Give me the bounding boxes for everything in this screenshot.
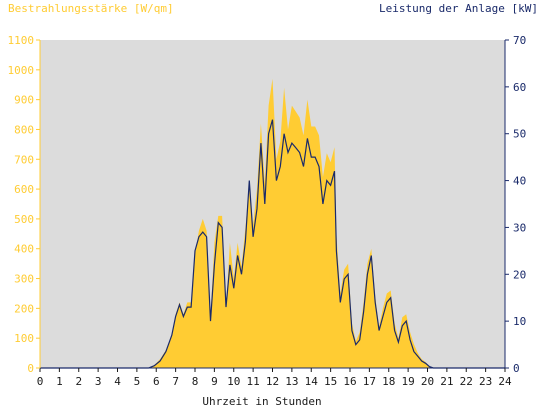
title-right: Leistung der Anlage [kW] [379, 2, 538, 15]
x-tick-label: 15 [324, 375, 337, 388]
y-right-tick-label: 20 [513, 268, 526, 281]
y-right-tick-label: 70 [513, 34, 526, 47]
y-left-tick-label: 800 [14, 123, 34, 136]
y-left-tick-label: 600 [14, 183, 34, 196]
x-tick-label: 4 [114, 375, 121, 388]
y-left-tick-label: 0 [27, 362, 34, 375]
y-left-tick-label: 1100 [8, 34, 35, 47]
x-tick-label: 13 [285, 375, 298, 388]
x-tick-label: 5 [134, 375, 141, 388]
y-left-tick-label: 500 [14, 213, 34, 226]
y-right-tick-label: 40 [513, 175, 526, 188]
irradiance-area [40, 78, 505, 369]
y-left-tick-label: 900 [14, 94, 34, 107]
x-tick-label: 21 [440, 375, 453, 388]
y-left-tick-label: 200 [14, 302, 34, 315]
y-left-tick-label: 300 [14, 273, 34, 286]
x-tick-label: 23 [479, 375, 492, 388]
x-tick-label: 6 [153, 375, 160, 388]
x-tick-label: 24 [498, 375, 512, 388]
y-right-tick-label: 0 [513, 362, 520, 375]
x-tick-label: 10 [227, 375, 240, 388]
x-tick-label: 22 [460, 375, 473, 388]
x-tick-label: 19 [402, 375, 415, 388]
x-tick-label: 18 [382, 375, 395, 388]
power-line [40, 119, 505, 369]
x-tick-label: 12 [266, 375, 279, 388]
x-tick-label: 0 [37, 375, 44, 388]
y-left-tick-label: 100 [14, 332, 34, 345]
x-tick-label: 3 [95, 375, 102, 388]
x-tick-label: 2 [75, 375, 82, 388]
x-tick-label: 17 [363, 375, 376, 388]
x-tick-label: 20 [421, 375, 434, 388]
y-right-tick-label: 10 [513, 315, 526, 328]
y-left-tick-label: 700 [14, 153, 34, 166]
x-tick-label: 9 [211, 375, 218, 388]
x-tick-label: 7 [172, 375, 179, 388]
y-right-tick-label: 50 [513, 128, 526, 141]
x-tick-label: 1 [56, 375, 63, 388]
y-right-tick-label: 60 [513, 81, 526, 94]
x-tick-label: 11 [247, 375, 260, 388]
title-left: Bestrahlungsstärke [W/qm] [8, 2, 174, 15]
x-axis-label: Uhrzeit in Stunden [202, 395, 321, 408]
y-left-tick-label: 1000 [8, 64, 35, 77]
y-left-tick-label: 400 [14, 243, 34, 256]
x-tick-label: 8 [192, 375, 199, 388]
y-right-tick-label: 30 [513, 221, 526, 234]
x-tick-label: 14 [305, 375, 319, 388]
x-tick-label: 16 [343, 375, 356, 388]
